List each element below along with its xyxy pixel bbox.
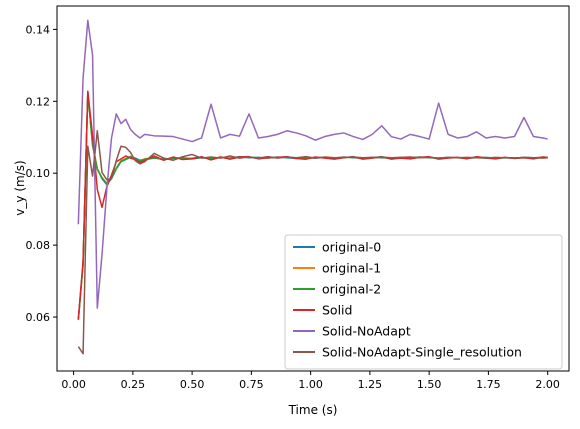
x-axis-label: Time (s) — [288, 403, 338, 417]
plot-frame — [56, 5, 570, 372]
series-layer — [77, 19, 548, 355]
y-tick-label: 0.08 — [26, 239, 51, 252]
x-tick-label: 0.25 — [121, 378, 146, 391]
x-tick-label: 1.75 — [476, 378, 501, 391]
legend-entry: original-1 — [322, 261, 381, 276]
y-tick-label: 0.10 — [26, 167, 51, 180]
y-axis-label: v_y (m/s) — [13, 160, 27, 215]
y-tick-label: 0.12 — [26, 95, 51, 108]
series-line-4 — [77, 19, 548, 309]
x-tick-label: 1.50 — [417, 378, 442, 391]
x-tick-label: 1.00 — [298, 378, 323, 391]
x-tick-label: 2.00 — [535, 378, 560, 391]
legend-entry: Solid — [322, 303, 352, 318]
x-tick-label: 0.50 — [180, 378, 205, 391]
series-line-5 — [77, 130, 548, 355]
y-tick-label: 0.06 — [26, 311, 51, 324]
legend: original-0 original-1 original-2 Solid Solid… — [284, 234, 563, 370]
x-axis-ticks: 0.00 0.25 0.50 0.75 1.00 1.25 1.50 1.75 2.00 — [61, 371, 560, 391]
x-tick-label: 0.75 — [239, 378, 264, 391]
legend-box — [284, 234, 563, 370]
legend-entry: original-0 — [322, 240, 381, 255]
y-axis-ticks: 0.06 0.08 0.10 0.12 0.14 — [26, 23, 57, 324]
legend-entry: original-2 — [322, 282, 381, 297]
y-tick-label: 0.14 — [26, 23, 51, 36]
x-tick-label: 0.00 — [61, 378, 86, 391]
legend-entry: Solid-NoAdapt-Single_resolution — [322, 345, 522, 360]
x-tick-label: 1.25 — [358, 378, 383, 391]
legend-entry: Solid-NoAdapt — [322, 324, 411, 339]
